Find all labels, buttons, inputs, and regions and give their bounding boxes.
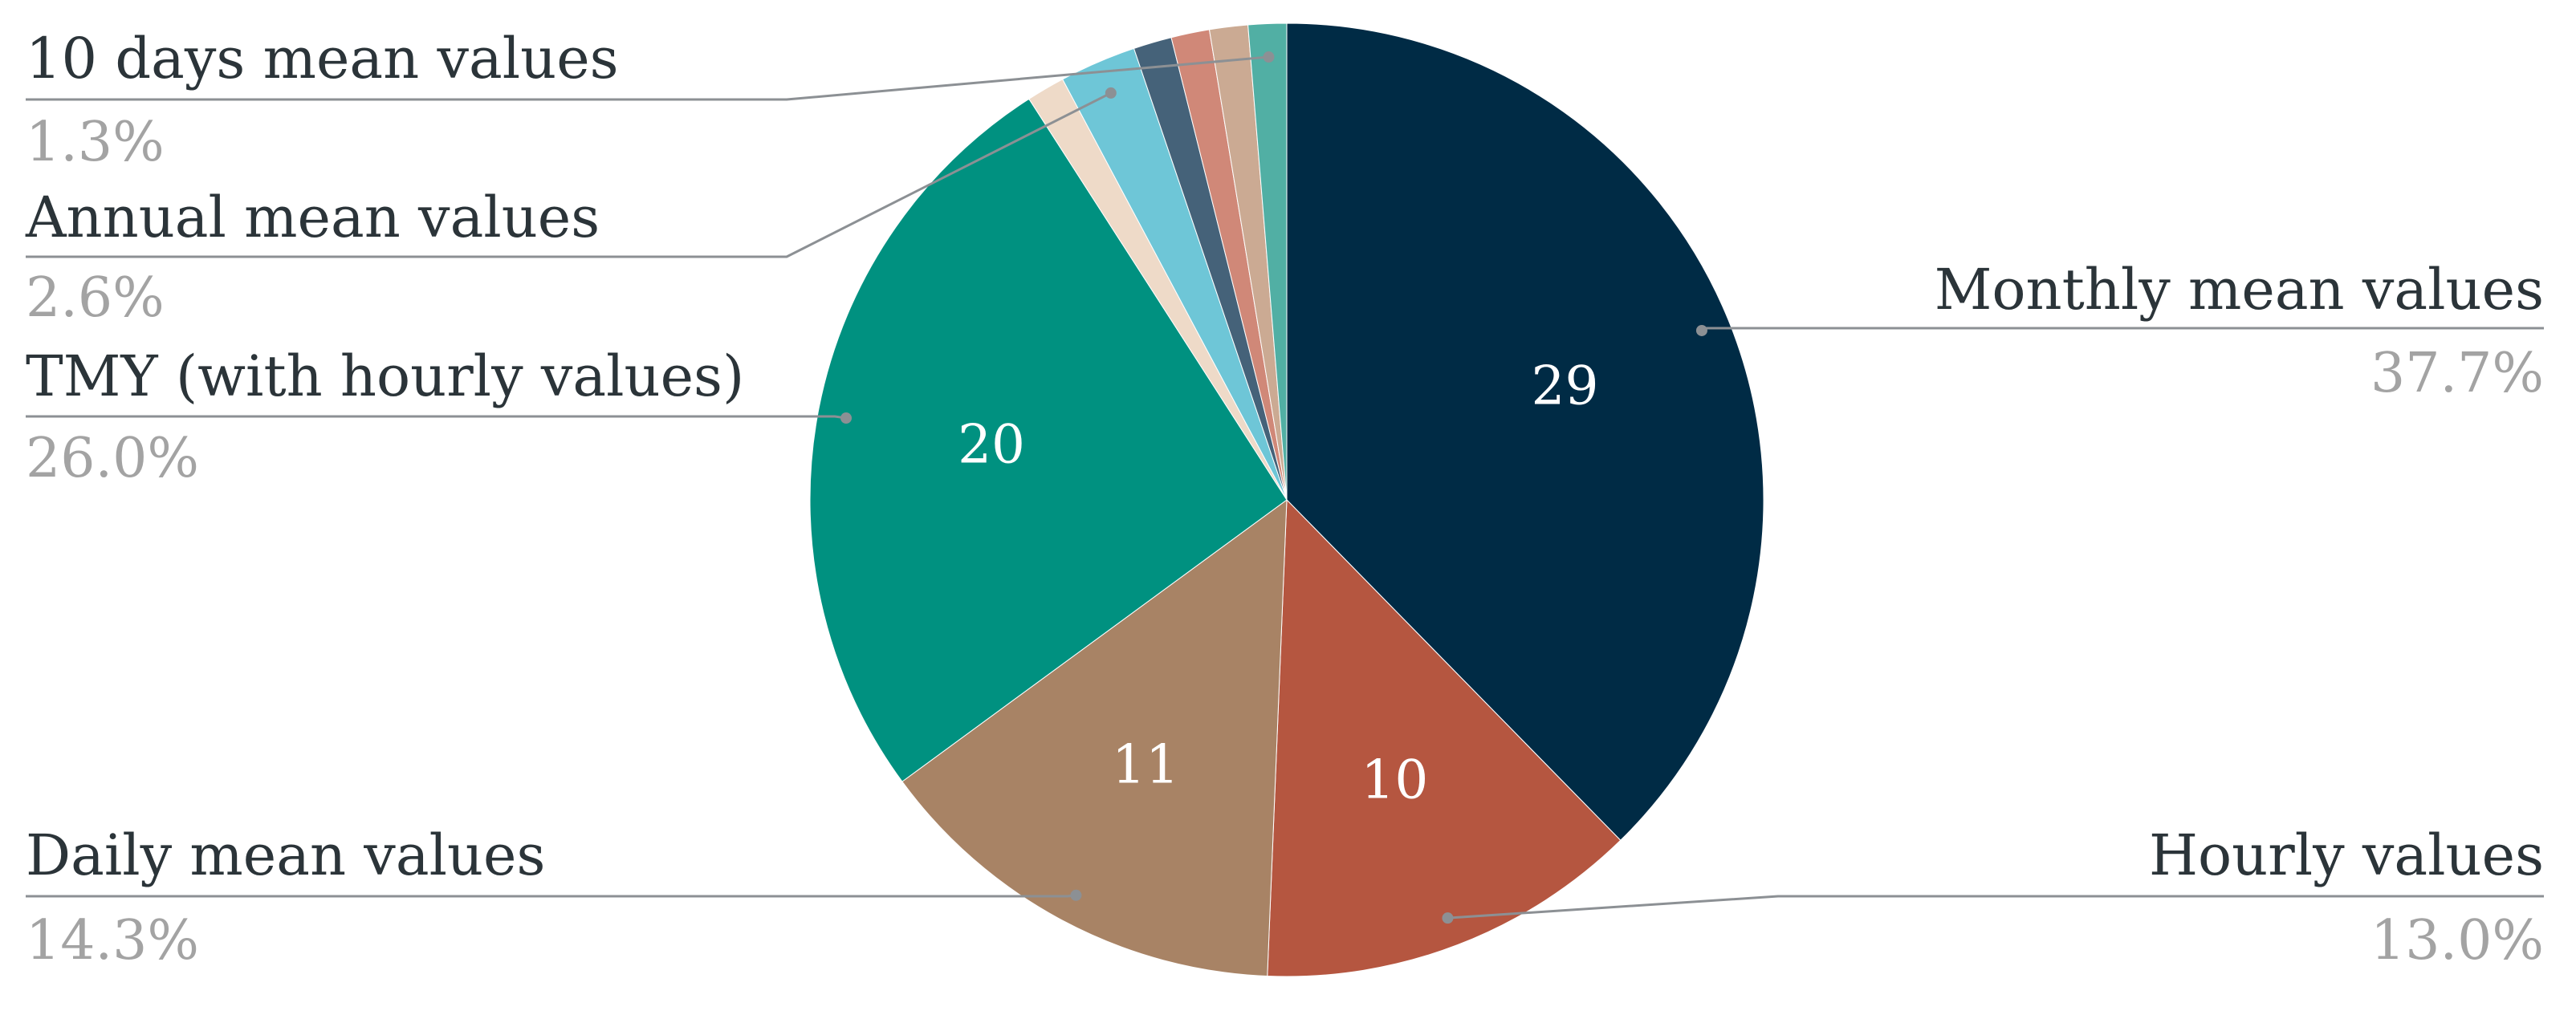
percent-label-tmy-with-hourly-values: 26.0% — [26, 427, 199, 490]
leader-anchor-daily-mean-values — [1070, 889, 1082, 901]
category-label-tmy-with-hourly-values: TMY (with hourly values) — [26, 343, 744, 409]
leader-line-hourly-values — [1447, 895, 2544, 920]
percent-label-daily-mean-values: 14.3% — [26, 909, 199, 972]
data-label-monthly-mean-values: 29 — [1531, 355, 1598, 417]
data-label-tmy-with-hourly-values: 20 — [958, 414, 1025, 476]
category-label-10-days-mean-values: 10 days mean values — [26, 26, 619, 91]
category-label-daily-mean-values: Daily mean values — [26, 822, 545, 888]
leader-line-monthly-mean-values — [1701, 327, 2544, 332]
leader-anchor-tmy-with-hourly-values — [840, 412, 853, 424]
category-labels: Monthly mean values 37.7% Hourly values 13.… — [25, 26, 2544, 972]
pie-slice-monthly-mean-values — [1286, 22, 1764, 841]
leader-line-annual-mean-values — [26, 91, 1112, 258]
leader-line-daily-mean-values — [26, 894, 1076, 898]
pie-slice-hourly-values — [1267, 498, 1622, 977]
leader-line-tmy-with-hourly-values — [26, 415, 847, 420]
percent-label-10-days-mean-values: 1.3% — [26, 111, 165, 174]
data-label-daily-mean-values: 11 — [1112, 733, 1179, 795]
leader-anchor-10-days-mean-values — [1263, 51, 1275, 63]
data-label-hourly-values: 10 — [1361, 749, 1428, 810]
leader-anchor-annual-mean-values — [1105, 87, 1117, 99]
category-label-annual-mean-values: Annual mean values — [25, 185, 600, 250]
pie-slice-10-days-mean-values — [1247, 22, 1288, 501]
leader-lines — [26, 51, 2544, 924]
leader-anchor-monthly-mean-values — [1695, 324, 1707, 336]
percent-label-annual-mean-values: 2.6% — [26, 266, 165, 330]
pie-slices — [809, 22, 1764, 977]
pie-slice-tmy-with-hourly-values — [809, 98, 1288, 782]
leader-anchor-hourly-values — [1442, 912, 1454, 924]
category-label-hourly-values: Hourly values — [2149, 822, 2544, 888]
pie-slice-daily-mean-values — [901, 498, 1288, 977]
percent-label-monthly-mean-values: 37.7% — [2370, 342, 2544, 405]
data-labels: 29 10 11 20 — [958, 355, 1598, 811]
percent-label-hourly-values: 13.0% — [2370, 909, 2544, 972]
category-label-monthly-mean-values: Monthly mean values — [1935, 257, 2544, 323]
leader-line-10-days-mean-values — [26, 55, 1269, 101]
